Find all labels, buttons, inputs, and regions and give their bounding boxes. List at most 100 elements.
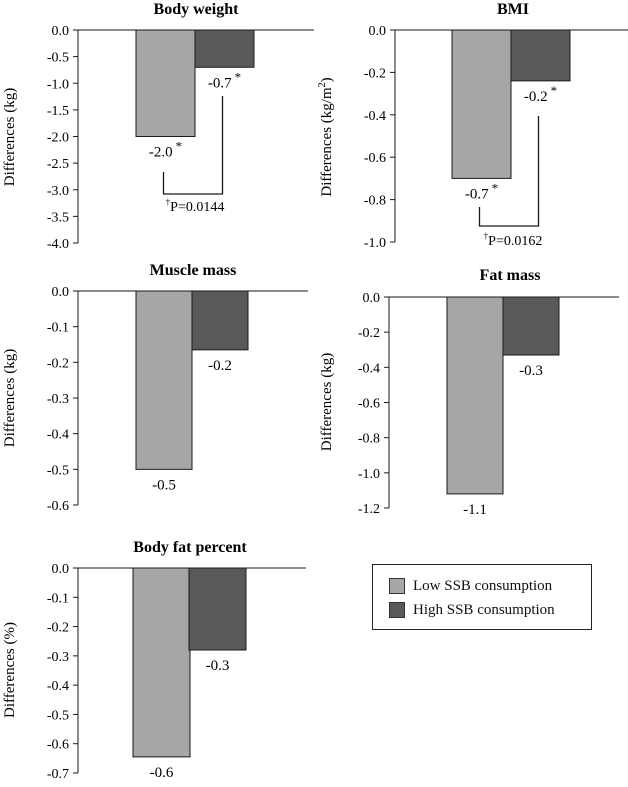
y-axis-label: Differences (kg): [2, 88, 18, 186]
significance-bracket: [162, 96, 224, 195]
dagger-symbol: †: [484, 231, 489, 241]
legend-swatch-low: [389, 578, 405, 594]
chart-panel-5: Body fat percent Differences (%) 0.0 -0.1 -0…: [2, 539, 306, 782]
y-axis-label: Differences (kg): [2, 349, 18, 447]
y-tick-label: -0.5: [47, 463, 69, 478]
data-label: -0.7 *: [465, 180, 498, 202]
chart-panel-4: Fat mass Differences (kg) 0.0 -0.2 -0.4 -0.6 -…: [319, 267, 619, 518]
y-tick-label: -4.0: [47, 237, 69, 252]
legend-label-high: High SSB consumption: [413, 601, 555, 618]
y-axis-label-text: Differences (kg): [2, 349, 18, 447]
legend-item-low: Low SSB consumption: [389, 576, 552, 596]
y-tick-label: -0.3: [47, 650, 69, 665]
data-label: -0.2 *: [524, 83, 557, 105]
y-tick-label: -2.0: [47, 131, 69, 146]
y-tick-label: -0.1: [47, 321, 69, 336]
data-label: -0.3: [206, 658, 230, 674]
legend-item-high: High SSB consumption: [389, 600, 555, 620]
y-axis-label-text: Differences (%): [2, 622, 18, 718]
significance-star: *: [176, 139, 183, 154]
data-label: -1.1: [463, 502, 487, 518]
chart-panel-3: Muscle mass Differences (kg) 0.0 -0.1 -0.2 -0…: [2, 262, 308, 514]
data-label: -0.2: [208, 358, 232, 374]
y-tick-label: -0.6: [364, 151, 386, 166]
data-label-value: -0.6: [150, 765, 174, 781]
data-label: -0.3: [519, 363, 543, 379]
bar-high-ssb: [194, 29, 255, 68]
y-tick-label: -0.4: [47, 679, 69, 694]
y-tick-label: -3.0: [47, 184, 69, 199]
p-value-text: P=0.0144: [170, 200, 224, 215]
chart-panel-1: Body weight Differences (kg) 0.0 -0.5 -1.0 -1…: [2, 1, 314, 252]
chart-title: Body fat percent: [133, 539, 247, 556]
y-tick-label: -0.4: [358, 361, 380, 376]
data-label-value: -0.3: [206, 658, 230, 674]
data-label-value: -1.1: [463, 502, 487, 518]
y-tick-label: -1.0: [47, 77, 69, 92]
bar-low-ssb: [135, 290, 193, 470]
p-value-annotation: †P=0.0144: [166, 197, 225, 215]
data-label: -2.0 *: [149, 139, 182, 161]
y-tick-label: 0.0: [52, 562, 70, 577]
data-label-value: -2.0: [149, 145, 173, 161]
p-value-text: P=0.0162: [488, 234, 542, 249]
y-tick-label: -0.2: [47, 621, 69, 636]
data-label-value: -0.2: [524, 89, 548, 105]
y-tick-label: -1.0: [364, 236, 386, 251]
y-tick-label: -0.6: [358, 397, 380, 412]
significance-star: *: [235, 69, 242, 84]
y-tick-label: -0.8: [364, 194, 386, 209]
y-axis-label: Differences (kg): [319, 353, 335, 451]
bar-low-ssb: [132, 567, 191, 758]
legend: Low SSB consumption High SSB consumption: [372, 564, 592, 630]
y-tick-label: -0.5: [47, 51, 69, 66]
chart-panel-2: BMI Differences (kg/m2) 0.0 -0.2 -0.4 -0.6 -0.…: [317, 1, 628, 251]
y-tick-label: -0.5: [47, 708, 69, 723]
y-axis-label-superscript: 2: [317, 82, 328, 87]
bar-high-ssb: [502, 296, 560, 356]
y-tick-label: -0.2: [47, 356, 69, 371]
y-axis-label: Differences (kg/m2): [317, 77, 335, 196]
y-tick-label: 0.0: [369, 24, 387, 39]
significance-star: *: [492, 180, 499, 195]
y-tick-label: -1.2: [358, 502, 380, 517]
data-label: -0.7 *: [208, 69, 241, 91]
p-value-annotation: †P=0.0162: [484, 231, 543, 249]
y-tick-label: 0.0: [363, 291, 381, 306]
chart-title: BMI: [497, 1, 529, 18]
chart-title: Fat mass: [480, 267, 541, 284]
y-tick-label: -1.0: [358, 467, 380, 482]
significance-bracket: [478, 116, 540, 227]
bar-low-ssb: [451, 29, 512, 179]
y-tick-label: 0.0: [52, 285, 70, 300]
data-label-value: -0.3: [519, 363, 543, 379]
y-tick-label: -1.5: [47, 104, 69, 119]
y-tick-label: -0.4: [364, 109, 386, 124]
y-axis-label: Differences (%): [2, 622, 18, 718]
data-label-value: -0.7: [465, 186, 489, 202]
data-label-value: -0.2: [208, 358, 232, 374]
legend-swatch-high: [389, 602, 405, 618]
bar-low-ssb: [446, 296, 504, 495]
y-axis-label-text: Differences (kg): [2, 88, 18, 186]
y-tick-label: -0.8: [358, 432, 380, 447]
data-label-value: -0.7: [208, 75, 232, 91]
data-label-value: -0.5: [152, 477, 176, 493]
bar-high-ssb: [188, 567, 247, 651]
y-tick-label: -0.2: [364, 66, 386, 81]
significance-star: *: [551, 83, 558, 98]
y-axis-label-text: Differences (kg/m: [319, 87, 335, 197]
bar-high-ssb: [510, 29, 571, 82]
y-tick-label: -0.3: [47, 392, 69, 407]
y-tick-label: 0.0: [52, 24, 70, 39]
dagger-symbol: †: [166, 197, 171, 207]
y-tick-label: -0.2: [358, 326, 380, 341]
data-label: -0.6: [150, 765, 174, 781]
y-tick-label: -0.6: [47, 499, 69, 514]
bar-low-ssb: [135, 29, 196, 137]
legend-label-low: Low SSB consumption: [413, 577, 553, 594]
y-tick-label: -2.5: [47, 157, 69, 172]
y-axis-label-end: ): [319, 77, 335, 82]
y-tick-label: -0.4: [47, 428, 69, 443]
